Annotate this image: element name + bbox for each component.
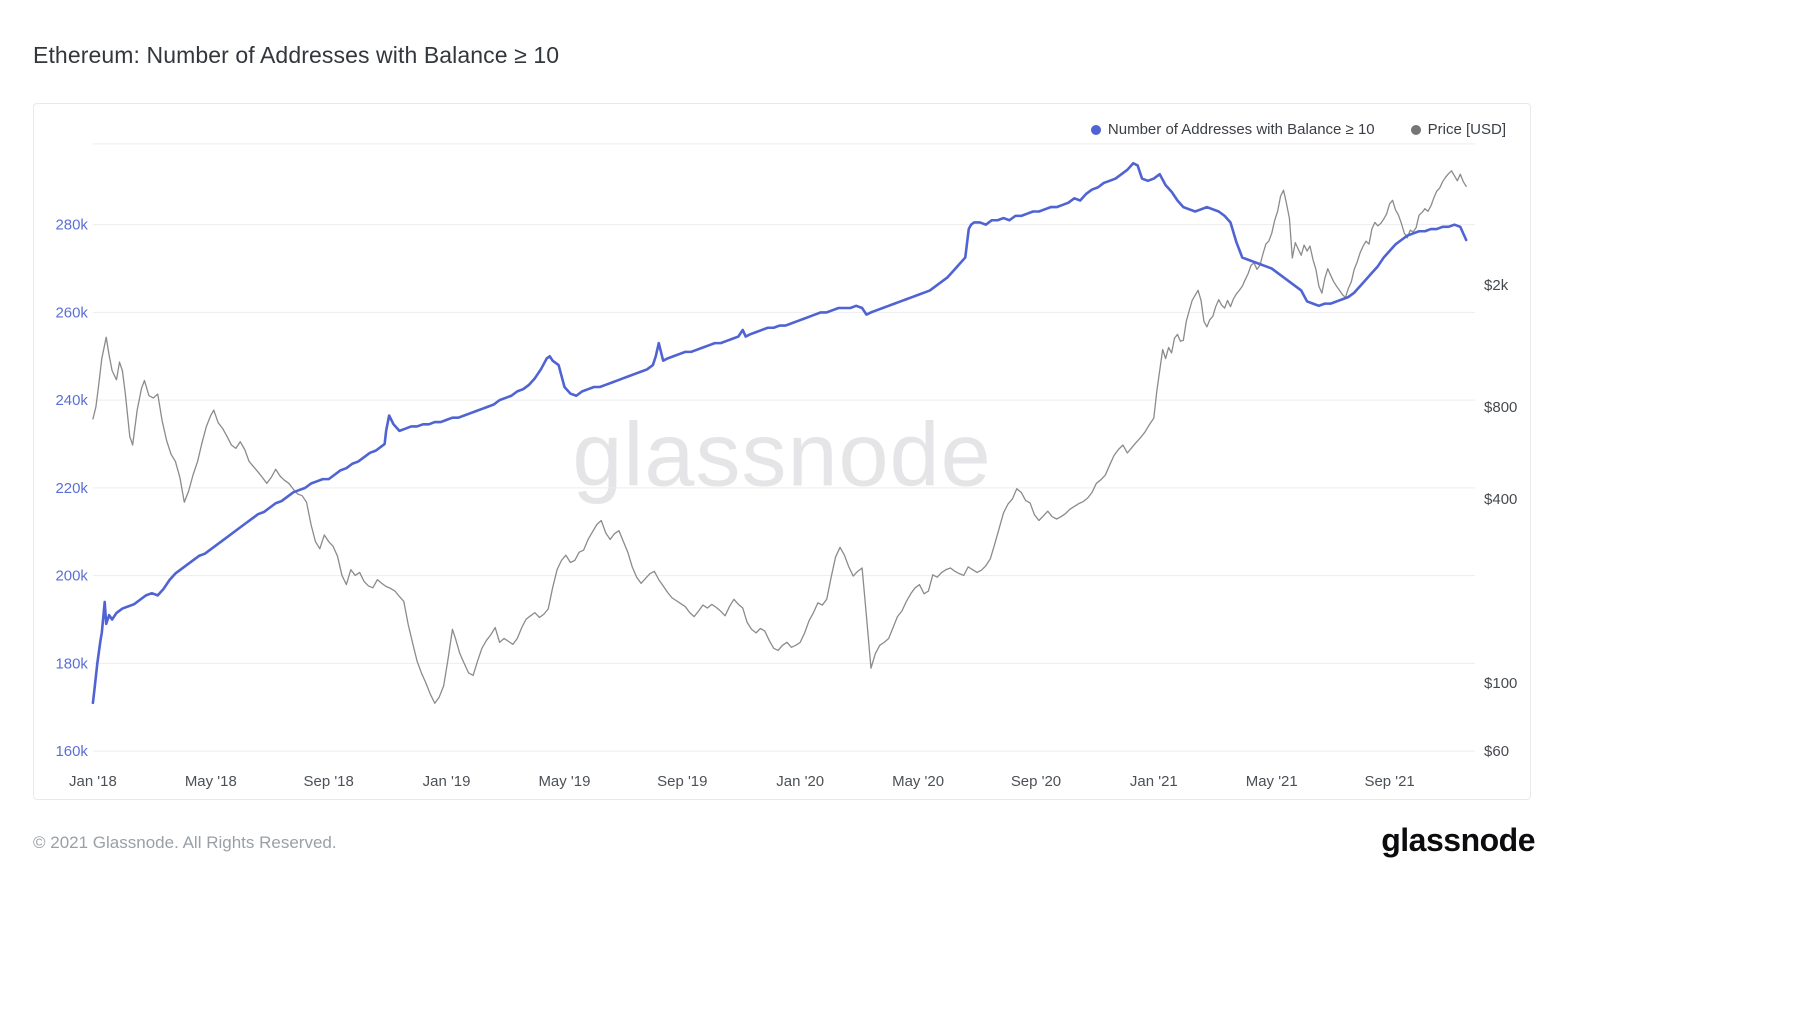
series-line-addresses bbox=[91, 161, 1468, 705]
y-axis-label-right: $800 bbox=[1484, 399, 1517, 416]
legend-dot-addresses-icon bbox=[1090, 124, 1101, 135]
x-axis-label: Sep '18 bbox=[304, 773, 354, 790]
legend-label-price: Price [USD] bbox=[1427, 121, 1506, 138]
y-axis-label-left: 220k bbox=[55, 480, 88, 497]
glassnode-logo: glassnode bbox=[1381, 822, 1535, 858]
footer-copyright: © 2021 Glassnode. All Rights Reserved. bbox=[33, 833, 337, 852]
y-axis-label-right: $60 bbox=[1484, 743, 1509, 760]
x-axis-label: May '18 bbox=[185, 773, 237, 790]
x-axis-label: Jan '21 bbox=[1130, 773, 1178, 790]
chart-legend: Number of Addresses with Balance ≥ 10 Pr… bbox=[1090, 121, 1506, 138]
x-axis-label: Sep '20 bbox=[1011, 773, 1061, 790]
y-axis-label-right: $400 bbox=[1484, 491, 1517, 508]
glassnode-watermark: glassnode bbox=[572, 405, 992, 506]
y-axis-label-left: 260k bbox=[55, 304, 88, 321]
legend-dot-price-icon bbox=[1410, 124, 1421, 135]
x-axis-label: Jan '19 bbox=[423, 773, 471, 790]
x-axis-label: Jan '20 bbox=[776, 773, 824, 790]
y-axis-label-left: 240k bbox=[55, 392, 88, 409]
legend-item-addresses[interactable]: Number of Addresses with Balance ≥ 10 bbox=[1090, 121, 1375, 138]
legend-label-addresses: Number of Addresses with Balance ≥ 10 bbox=[1107, 121, 1375, 138]
y-axis-label-left: 200k bbox=[55, 568, 88, 585]
x-axis-label: Sep '19 bbox=[657, 773, 707, 790]
y-axis-label-left: 160k bbox=[55, 743, 88, 760]
x-axis-label: May '20 bbox=[892, 773, 944, 790]
x-axis-label: May '21 bbox=[1246, 773, 1298, 790]
y-axis-label-left: 180k bbox=[55, 655, 88, 672]
x-axis-label: Sep '21 bbox=[1364, 773, 1414, 790]
x-axis-label: May '19 bbox=[538, 773, 590, 790]
series-line-price bbox=[92, 170, 1467, 704]
page-title: Ethereum: Number of Addresses with Balan… bbox=[33, 42, 560, 68]
x-axis-label: Jan '18 bbox=[69, 773, 117, 790]
chart-canvas[interactable]: 280k 260k 240k 220k 200k 180k 160k $2k $800 $400 $… bbox=[34, 104, 1532, 799]
y-axis-label-right: $2k bbox=[1484, 277, 1509, 294]
y-axis-label-left: 280k bbox=[55, 217, 88, 234]
chart-card: Number of Addresses with Balance ≥ 10 Pr… bbox=[33, 103, 1531, 800]
legend-item-price[interactable]: Price [USD] bbox=[1410, 121, 1506, 138]
y-axis-label-right: $100 bbox=[1484, 675, 1517, 692]
